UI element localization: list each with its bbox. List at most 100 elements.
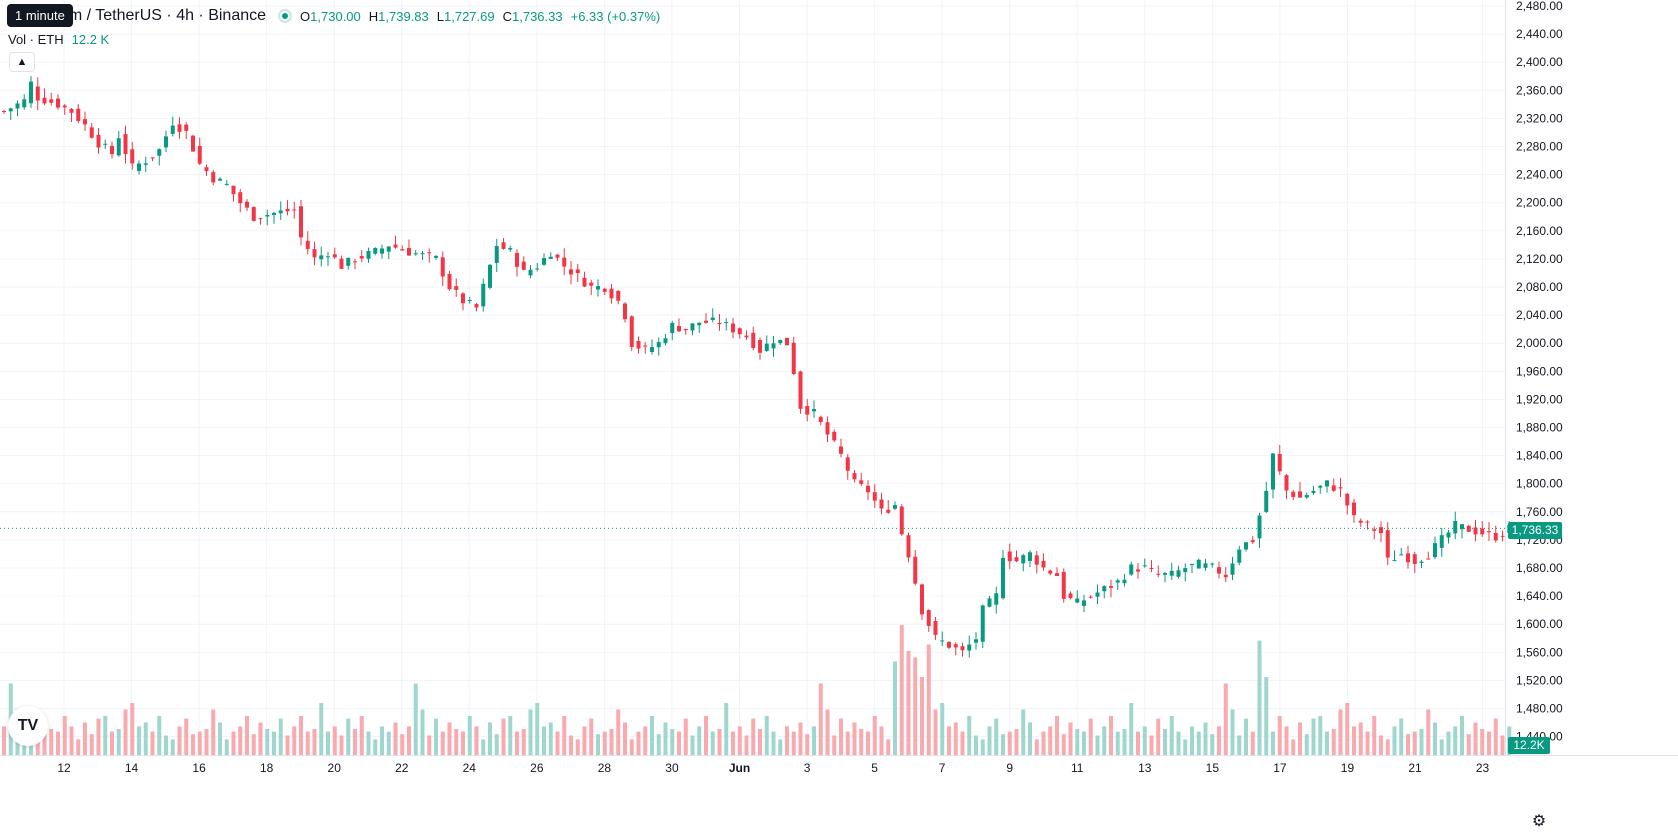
candle-body	[1122, 579, 1127, 584]
candle-body	[204, 167, 209, 172]
candle-body	[528, 269, 533, 276]
volume-bar	[2, 726, 6, 755]
volume-bar	[616, 709, 621, 755]
candle-body	[346, 257, 351, 266]
candle-body	[326, 256, 330, 258]
ohlc-open: O1,730.00	[300, 8, 361, 24]
y-tick-label: 1,520.00	[1516, 673, 1563, 687]
candle-body	[1176, 570, 1181, 577]
volume-bar	[1021, 709, 1026, 755]
candle-body	[899, 506, 904, 535]
volume-bar	[947, 726, 951, 755]
candle-body	[184, 124, 189, 131]
volume-bar	[1439, 739, 1444, 755]
volume-bar	[1372, 716, 1377, 755]
volume-bar	[96, 718, 101, 755]
candle-body	[305, 240, 310, 249]
gear-icon[interactable]: ⚙	[1531, 813, 1547, 830]
y-tick-label: 1,800.00	[1516, 477, 1563, 491]
candle-body	[1284, 475, 1289, 491]
candle-body	[157, 149, 162, 156]
volume-bar	[805, 734, 810, 755]
candle-body	[643, 345, 648, 347]
volume-bar	[1183, 739, 1188, 755]
x-tick-label: 7	[939, 761, 946, 775]
candle-body	[373, 247, 378, 254]
candle-body	[677, 325, 681, 332]
candle-body	[1048, 570, 1053, 574]
market-status-icon[interactable]	[278, 9, 293, 23]
volume-bar	[407, 726, 411, 755]
candle-body	[116, 138, 121, 156]
volume-bar	[1156, 718, 1161, 755]
tradingview-logo-icon[interactable]: TV	[8, 706, 48, 746]
volume-bar	[737, 726, 742, 755]
ohlc-low: L1,727.69	[436, 8, 495, 24]
volume-bar	[83, 722, 87, 755]
candle-body	[812, 409, 816, 412]
volume-bar	[1223, 683, 1228, 755]
candle-body	[980, 605, 985, 642]
x-tick-label: 24	[463, 761, 477, 775]
symbol-title[interactable]: um / TetherUS · 4h · Binance	[60, 7, 267, 24]
volume-bar	[710, 731, 715, 755]
candle-body	[1399, 554, 1404, 556]
candle-body	[49, 99, 54, 103]
y-tick-label: 2,040.00	[1516, 308, 1563, 322]
volume-value: 12.2 K	[71, 32, 110, 47]
candle-body	[1331, 485, 1336, 491]
candle-body	[1075, 598, 1080, 603]
candle-body	[994, 593, 999, 605]
candle-body	[1149, 567, 1154, 569]
candle-body	[636, 340, 641, 349]
chevron-up-icon: ▲	[16, 56, 28, 68]
candle-body	[481, 283, 486, 307]
volume-bar	[1358, 722, 1363, 755]
candle-body	[494, 246, 499, 263]
volume-bar	[717, 729, 722, 755]
candle-body	[420, 253, 425, 255]
candle-body	[839, 446, 843, 454]
volume-bar	[1426, 709, 1431, 755]
candle-body	[474, 304, 479, 308]
volume-bar	[454, 729, 459, 755]
volume-legend[interactable]: Vol · ETH 12.2 K	[8, 32, 109, 47]
candle-body	[751, 332, 756, 349]
volume-bar	[56, 731, 60, 755]
volume-bar	[758, 729, 762, 755]
candle-body	[427, 252, 432, 254]
candle-body	[508, 248, 513, 250]
volume-bar	[1291, 739, 1296, 755]
candle-body	[926, 610, 931, 626]
volume-bar	[413, 683, 418, 755]
volume-bar	[589, 718, 594, 755]
candle-body	[177, 124, 182, 132]
volume-bar	[1230, 709, 1235, 755]
candle-body	[1304, 495, 1309, 498]
candle-body	[609, 288, 614, 299]
volume-bar	[1149, 735, 1154, 755]
candle-body	[353, 261, 357, 263]
volume-bar	[575, 739, 580, 755]
volume-bar	[292, 726, 297, 755]
volume-bar	[440, 731, 445, 755]
volume-bar	[1493, 718, 1498, 755]
volume-bar	[1068, 722, 1073, 755]
x-tick-label: 20	[328, 761, 342, 775]
candle-body	[1379, 527, 1383, 534]
volume-bar	[785, 726, 789, 755]
volume-bar	[116, 729, 121, 755]
candle-body	[953, 644, 958, 648]
candle-body	[1352, 502, 1356, 516]
volume-bar	[555, 731, 560, 755]
volume-bar	[582, 726, 587, 755]
collapse-legend-button[interactable]: ▲	[9, 52, 35, 72]
volume-bar	[420, 709, 425, 755]
volume-bar	[1142, 726, 1147, 755]
candle-body	[1426, 558, 1431, 560]
volume-bar	[312, 729, 317, 755]
candle-body	[805, 405, 810, 415]
volume-bar	[1318, 716, 1323, 755]
volume-bar	[272, 731, 276, 755]
